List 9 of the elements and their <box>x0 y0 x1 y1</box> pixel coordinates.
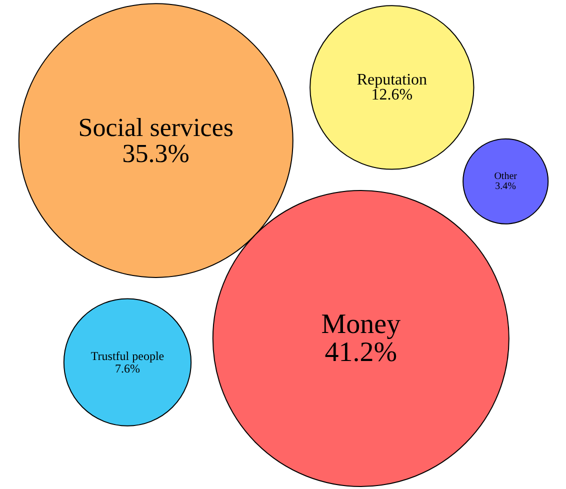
category-label: Reputation <box>356 71 428 88</box>
data-label: 3.4% <box>495 180 516 192</box>
data-label: 12.6% <box>371 86 413 104</box>
data-label: 7.6% <box>114 362 140 376</box>
category-label: Other <box>494 170 518 182</box>
data-label: 35.3% <box>122 139 190 168</box>
category-label: Social services <box>78 112 234 142</box>
category-label: Money <box>321 309 401 340</box>
category-label: Trustful people <box>90 349 164 364</box>
